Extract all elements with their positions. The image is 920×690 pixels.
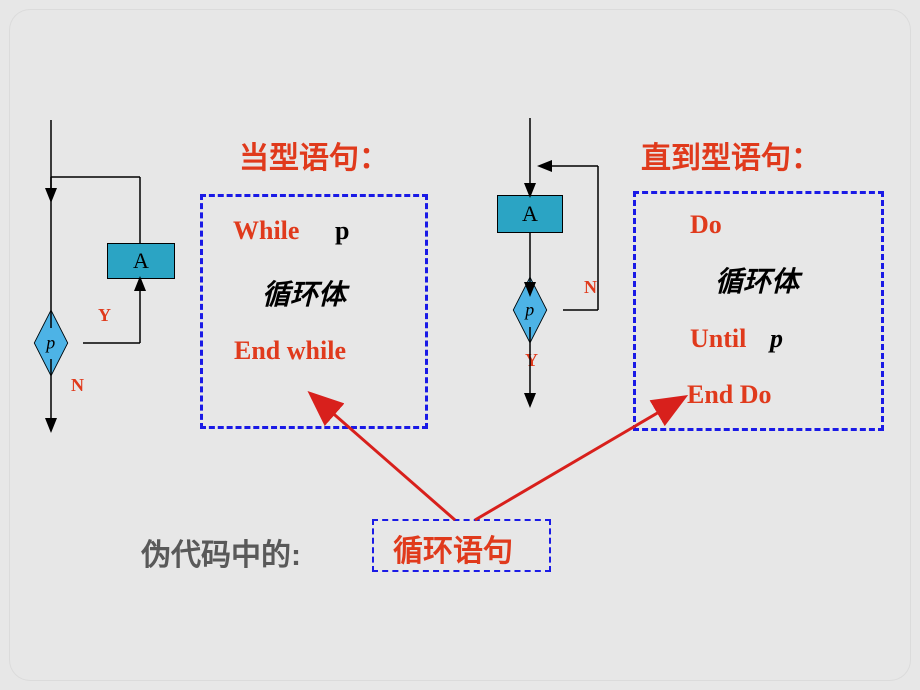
right-decision-label: p [526,300,535,321]
right-no-label: N [584,277,597,298]
while-body: 循环体 [262,273,346,313]
while-end: End while [234,336,346,366]
while-title: 当型语句： [239,133,389,177]
right-process-a: A [497,195,563,233]
left-process-a: A [107,243,175,279]
until-condition: p [770,324,783,354]
do-keyword: Do [690,210,722,240]
left-no-label: N [71,375,84,396]
loop-statement-text: 循环语句 [393,526,513,570]
do-end: End Do [687,380,772,410]
do-body: 循环体 [715,260,799,300]
right-process-label: A [522,201,538,227]
left-yes-label: Y [98,305,111,326]
left-process-label: A [133,248,149,274]
until-keyword: Until [690,324,746,354]
left-decision-label: p [47,333,56,354]
while-condition: p [335,216,349,246]
do-title: 直到型语句： [641,133,821,177]
while-keyword: While [233,216,299,246]
pseudocode-label: 伪代码中的: [141,530,301,574]
right-yes-label: Y [525,350,538,371]
